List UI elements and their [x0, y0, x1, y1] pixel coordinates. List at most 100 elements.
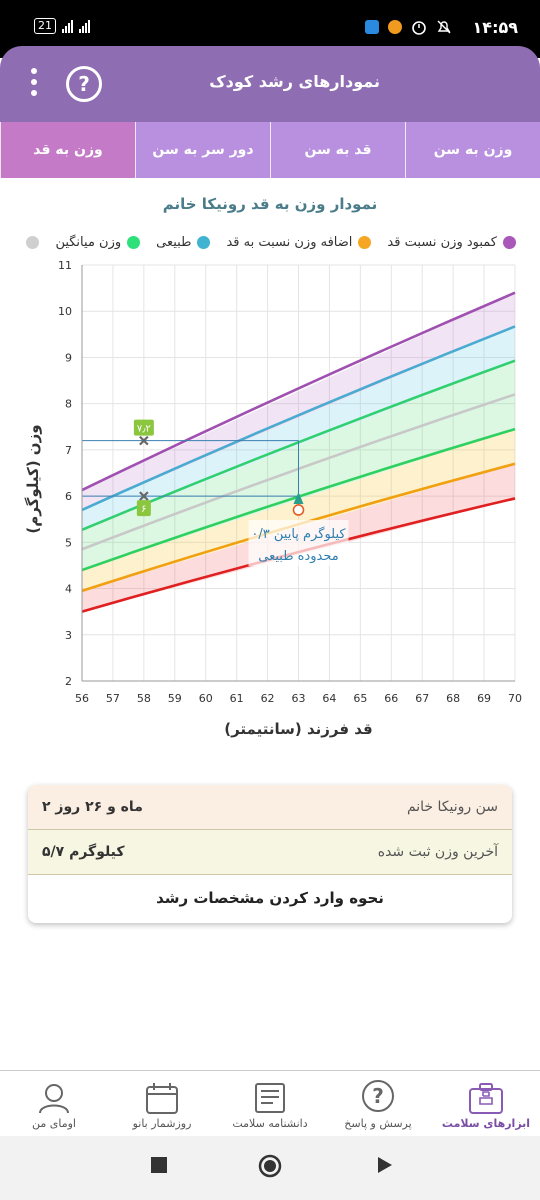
legend-item: کمبود وزن نسبت قد: [387, 235, 516, 250]
y-tick-label: 10: [58, 305, 72, 318]
mute-icon: [437, 20, 451, 34]
calendar-icon: [146, 1083, 178, 1114]
nav-label: روزشمار بانو: [132, 1117, 192, 1130]
notification-icon: [365, 20, 379, 34]
back-button[interactable]: [376, 1156, 394, 1174]
legend-dot-icon: [358, 236, 372, 249]
legend-dot-icon: [26, 236, 40, 249]
annotation-line-2: محدوده طبیعی: [258, 549, 339, 564]
tab-head-age[interactable]: دور سر به سن: [135, 122, 270, 178]
x-tick-label: 67: [415, 692, 429, 705]
nav-qa[interactable]: ? پرسش و پاسخ: [324, 1071, 432, 1136]
annotation-box: [248, 519, 349, 566]
badge-low: [136, 500, 151, 517]
x-tick-label: 56: [75, 692, 89, 705]
y-tick-label: 9: [65, 351, 72, 364]
legend-dot-icon: [127, 236, 141, 249]
app-header: ? نمودارهای رشد کودک: [0, 46, 540, 122]
app-notification-icon: [388, 20, 402, 34]
current-pin: [293, 491, 304, 504]
nav-encyclopedia[interactable]: دانشنامه سلامت: [216, 1071, 324, 1136]
series-line: [81, 291, 516, 492]
chart-legend: کمبود وزن نسبت قد اضافه وزن نسبت به قد ط…: [10, 235, 516, 250]
weight-label: آخرین وزن ثبت شده: [377, 844, 498, 860]
info-card: سن رونیکا خانم ۲ ماه و ۲۶ روز آخرین وزن …: [28, 785, 512, 923]
band-fill: [82, 292, 515, 510]
age-label: سن رونیکا خانم: [406, 799, 498, 815]
encyclopedia-icon: [255, 1083, 285, 1113]
question-bubble-icon: ?: [362, 1080, 394, 1112]
x-tick-label: 62: [261, 692, 275, 705]
status-icons: [365, 19, 452, 35]
x-axis-label: قد فرزند (سانتیمتر): [224, 720, 373, 738]
y-tick-label: 8: [65, 398, 72, 411]
nav-health-tools[interactable]: ابزارهای سلامت: [432, 1071, 540, 1136]
status-time: ۱۴:۵۹: [472, 18, 518, 37]
legend-item: طبیعی: [156, 235, 211, 250]
bottom-nav: ابزارهای سلامت ? پرسش و پاسخ دانشنامه سل…: [0, 1070, 540, 1136]
x-tick-label: 60: [199, 692, 213, 705]
legend-item: وزن میانگین: [55, 235, 141, 250]
legend-dot-icon: [503, 236, 516, 249]
x-tick-label: 65: [353, 692, 367, 705]
tab-height-age[interactable]: قد به سن: [270, 122, 405, 178]
series-line: [81, 325, 516, 512]
y-tick-label: 4: [65, 583, 72, 596]
y-tick-label: 3: [65, 629, 72, 642]
y-tick-label: 11: [58, 259, 72, 272]
nav-profile[interactable]: اومای من: [0, 1071, 108, 1136]
marker-x: [139, 491, 149, 501]
badge-low-text: ۶: [141, 504, 146, 515]
tab-weight-age[interactable]: وزن به سن: [405, 122, 540, 178]
help-button[interactable]: ?: [66, 66, 102, 102]
chart-tabs: وزن به سن قد به سن دور سر به سن وزن به ق…: [0, 122, 540, 178]
medical-kit-icon: [469, 1083, 503, 1114]
band-fill: [82, 326, 515, 530]
x-tick-label: 57: [106, 692, 120, 705]
legend-item: اضافه وزن نسبت به قد: [226, 235, 372, 250]
x-tick-label: 69: [477, 692, 491, 705]
profile-icon: [39, 1084, 69, 1114]
marker-x: [139, 435, 149, 446]
legend-label: طبیعی: [156, 235, 192, 250]
x-tick-label: 64: [322, 692, 336, 705]
x-tick-label: 61: [230, 692, 244, 705]
recents-button[interactable]: [150, 1156, 168, 1174]
x-tick-label: 68: [446, 692, 460, 705]
svg-text:?: ?: [372, 1084, 384, 1108]
badge-high: [133, 419, 154, 436]
battery-icon: 21: [34, 18, 56, 34]
tab-weight-height[interactable]: وزن به قد: [0, 122, 135, 178]
nav-calendar[interactable]: روزشمار بانو: [108, 1071, 216, 1136]
nav-label: اومای من: [32, 1117, 76, 1130]
status-left: 21: [34, 18, 90, 34]
more-menu-icon[interactable]: [26, 68, 42, 102]
annotation-line-1: ۰/۳ کیلوگرم پایین: [251, 526, 346, 542]
alarm-icon: [412, 21, 426, 35]
age-row: سن رونیکا خانم ۲ ماه و ۲۶ روز: [28, 785, 512, 830]
current-point: [292, 504, 305, 516]
page-title: نمودارهای رشد کودک: [209, 72, 380, 91]
legend-dot-icon: [197, 236, 211, 249]
legend-label: کمبود وزن نسبت قد: [387, 235, 497, 250]
home-button[interactable]: [258, 1154, 282, 1178]
system-nav: [0, 1136, 540, 1200]
y-tick-label: 5: [65, 536, 72, 549]
legend-label: وزن میانگین: [55, 235, 122, 250]
growth-guide-link[interactable]: نحوه وارد کردن مشخصات رشد: [156, 889, 384, 907]
nav-label: پرسش و پاسخ: [344, 1117, 412, 1130]
legend-item: [26, 235, 40, 250]
y-tick-label: 6: [65, 490, 72, 503]
nav-label: دانشنامه سلامت: [232, 1117, 308, 1130]
signal-icon: [62, 19, 73, 33]
x-tick-label: 66: [384, 692, 398, 705]
y-tick-label: 7: [65, 444, 72, 457]
x-tick-label: 58: [137, 692, 151, 705]
x-tick-label: 59: [168, 692, 182, 705]
x-tick-label: 63: [292, 692, 306, 705]
y-tick-label: 2: [65, 675, 72, 688]
badge-high-text: ۷٫۲: [137, 424, 151, 435]
age-value: ۲ ماه و ۲۶ روز: [42, 799, 143, 815]
growth-chart: 56 57 58 59 60 61 62 63 64 65 66 67 68 69 702345678910…: [58, 259, 522, 705]
weight-row: آخرین وزن ثبت شده ۵/۷ کیلوگرم: [28, 830, 512, 875]
